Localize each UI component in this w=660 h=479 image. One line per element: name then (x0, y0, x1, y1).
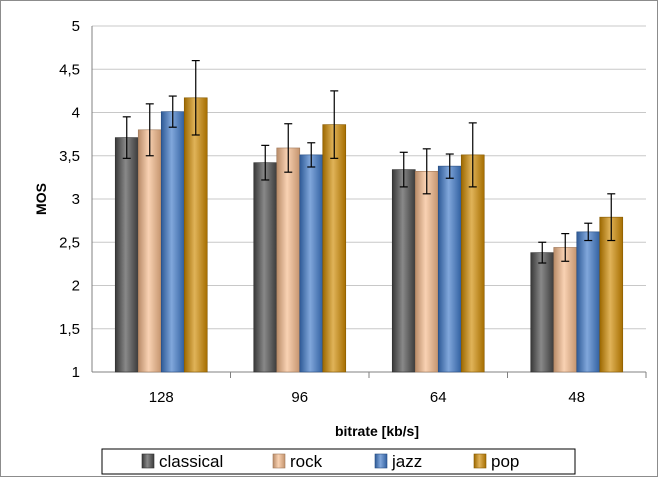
error-bar-classical-128 (122, 116, 131, 159)
error-bar-pop-64 (468, 122, 477, 188)
bar-pop-128 (183, 97, 208, 373)
bar-jazz-48 (576, 231, 601, 373)
error-bar-classical-96 (261, 144, 270, 181)
y-tick-label: 2,5 (59, 234, 80, 251)
x-tick-label: 64 (430, 389, 447, 406)
error-bar-jazz-96 (307, 142, 316, 168)
error-bar-jazz-48 (584, 222, 593, 242)
x-tick-label: 48 (568, 389, 585, 406)
legend-swatch (374, 453, 388, 469)
y-tick-label: 1,5 (59, 321, 80, 338)
x-tick-labels: 128 96 64 48 (149, 372, 647, 406)
y-tick-label: 1 (72, 364, 80, 381)
error-bar-jazz-128 (168, 95, 177, 128)
bar-rock-64 (414, 171, 439, 373)
x-tick-label: 96 (291, 389, 308, 406)
legend-swatch (473, 453, 487, 469)
bar-classical-48 (530, 252, 555, 373)
bar-rock-48 (553, 247, 578, 373)
error-bar-pop-128 (191, 59, 200, 136)
y-axis-label: MOS (33, 183, 49, 215)
bar-classical-96 (253, 162, 278, 373)
bar-jazz-96 (299, 154, 324, 373)
y-tick-label: 4 (72, 105, 80, 122)
bars (114, 97, 624, 373)
error-bar-rock-128 (145, 103, 154, 157)
legend-item-rock: rock (272, 452, 323, 471)
y-tick-label: 4,5 (59, 61, 80, 78)
y-tick-label: 3 (72, 191, 80, 208)
legend-box (101, 448, 576, 475)
bar-rock-128 (137, 129, 162, 373)
error-bar-pop-48 (607, 193, 616, 242)
x-tick-label: 128 (149, 389, 174, 406)
bar-jazz-64 (437, 165, 462, 373)
legend: classical rock jazz pop (101, 448, 576, 475)
legend-item-jazz: jazz (374, 452, 422, 471)
error-bar-rock-48 (561, 233, 570, 262)
bar-pop-96 (322, 124, 347, 373)
bar-jazz-128 (160, 111, 185, 373)
bar-classical-128 (114, 137, 139, 373)
legend-swatch (272, 453, 286, 469)
error-bar-jazz-64 (445, 153, 454, 179)
error-bars (122, 59, 616, 264)
legend-label: rock (290, 452, 323, 471)
legend-swatch (141, 453, 155, 469)
legend-label: jazz (391, 452, 422, 471)
legend-item-classical: classical (141, 452, 223, 471)
y-tick-label: 5 (72, 18, 80, 35)
error-bar-classical-48 (538, 241, 547, 264)
error-bar-classical-64 (399, 151, 408, 188)
legend-label: pop (491, 452, 519, 471)
error-bar-rock-96 (284, 123, 293, 173)
y-tick-labels: 1 1,5 2 2,5 3 3,5 4 4,5 5 (59, 18, 80, 381)
error-bar-pop-96 (330, 90, 339, 159)
x-axis-label: bitrate [kb/s] (335, 423, 419, 439)
legend-label: classical (159, 452, 223, 471)
bar-rock-96 (276, 147, 301, 373)
legend-item-pop: pop (473, 452, 519, 471)
y-tick-label: 2 (72, 278, 80, 295)
error-bar-rock-64 (422, 148, 431, 195)
bar-classical-64 (391, 169, 416, 373)
y-tick-label: 3,5 (59, 148, 80, 165)
